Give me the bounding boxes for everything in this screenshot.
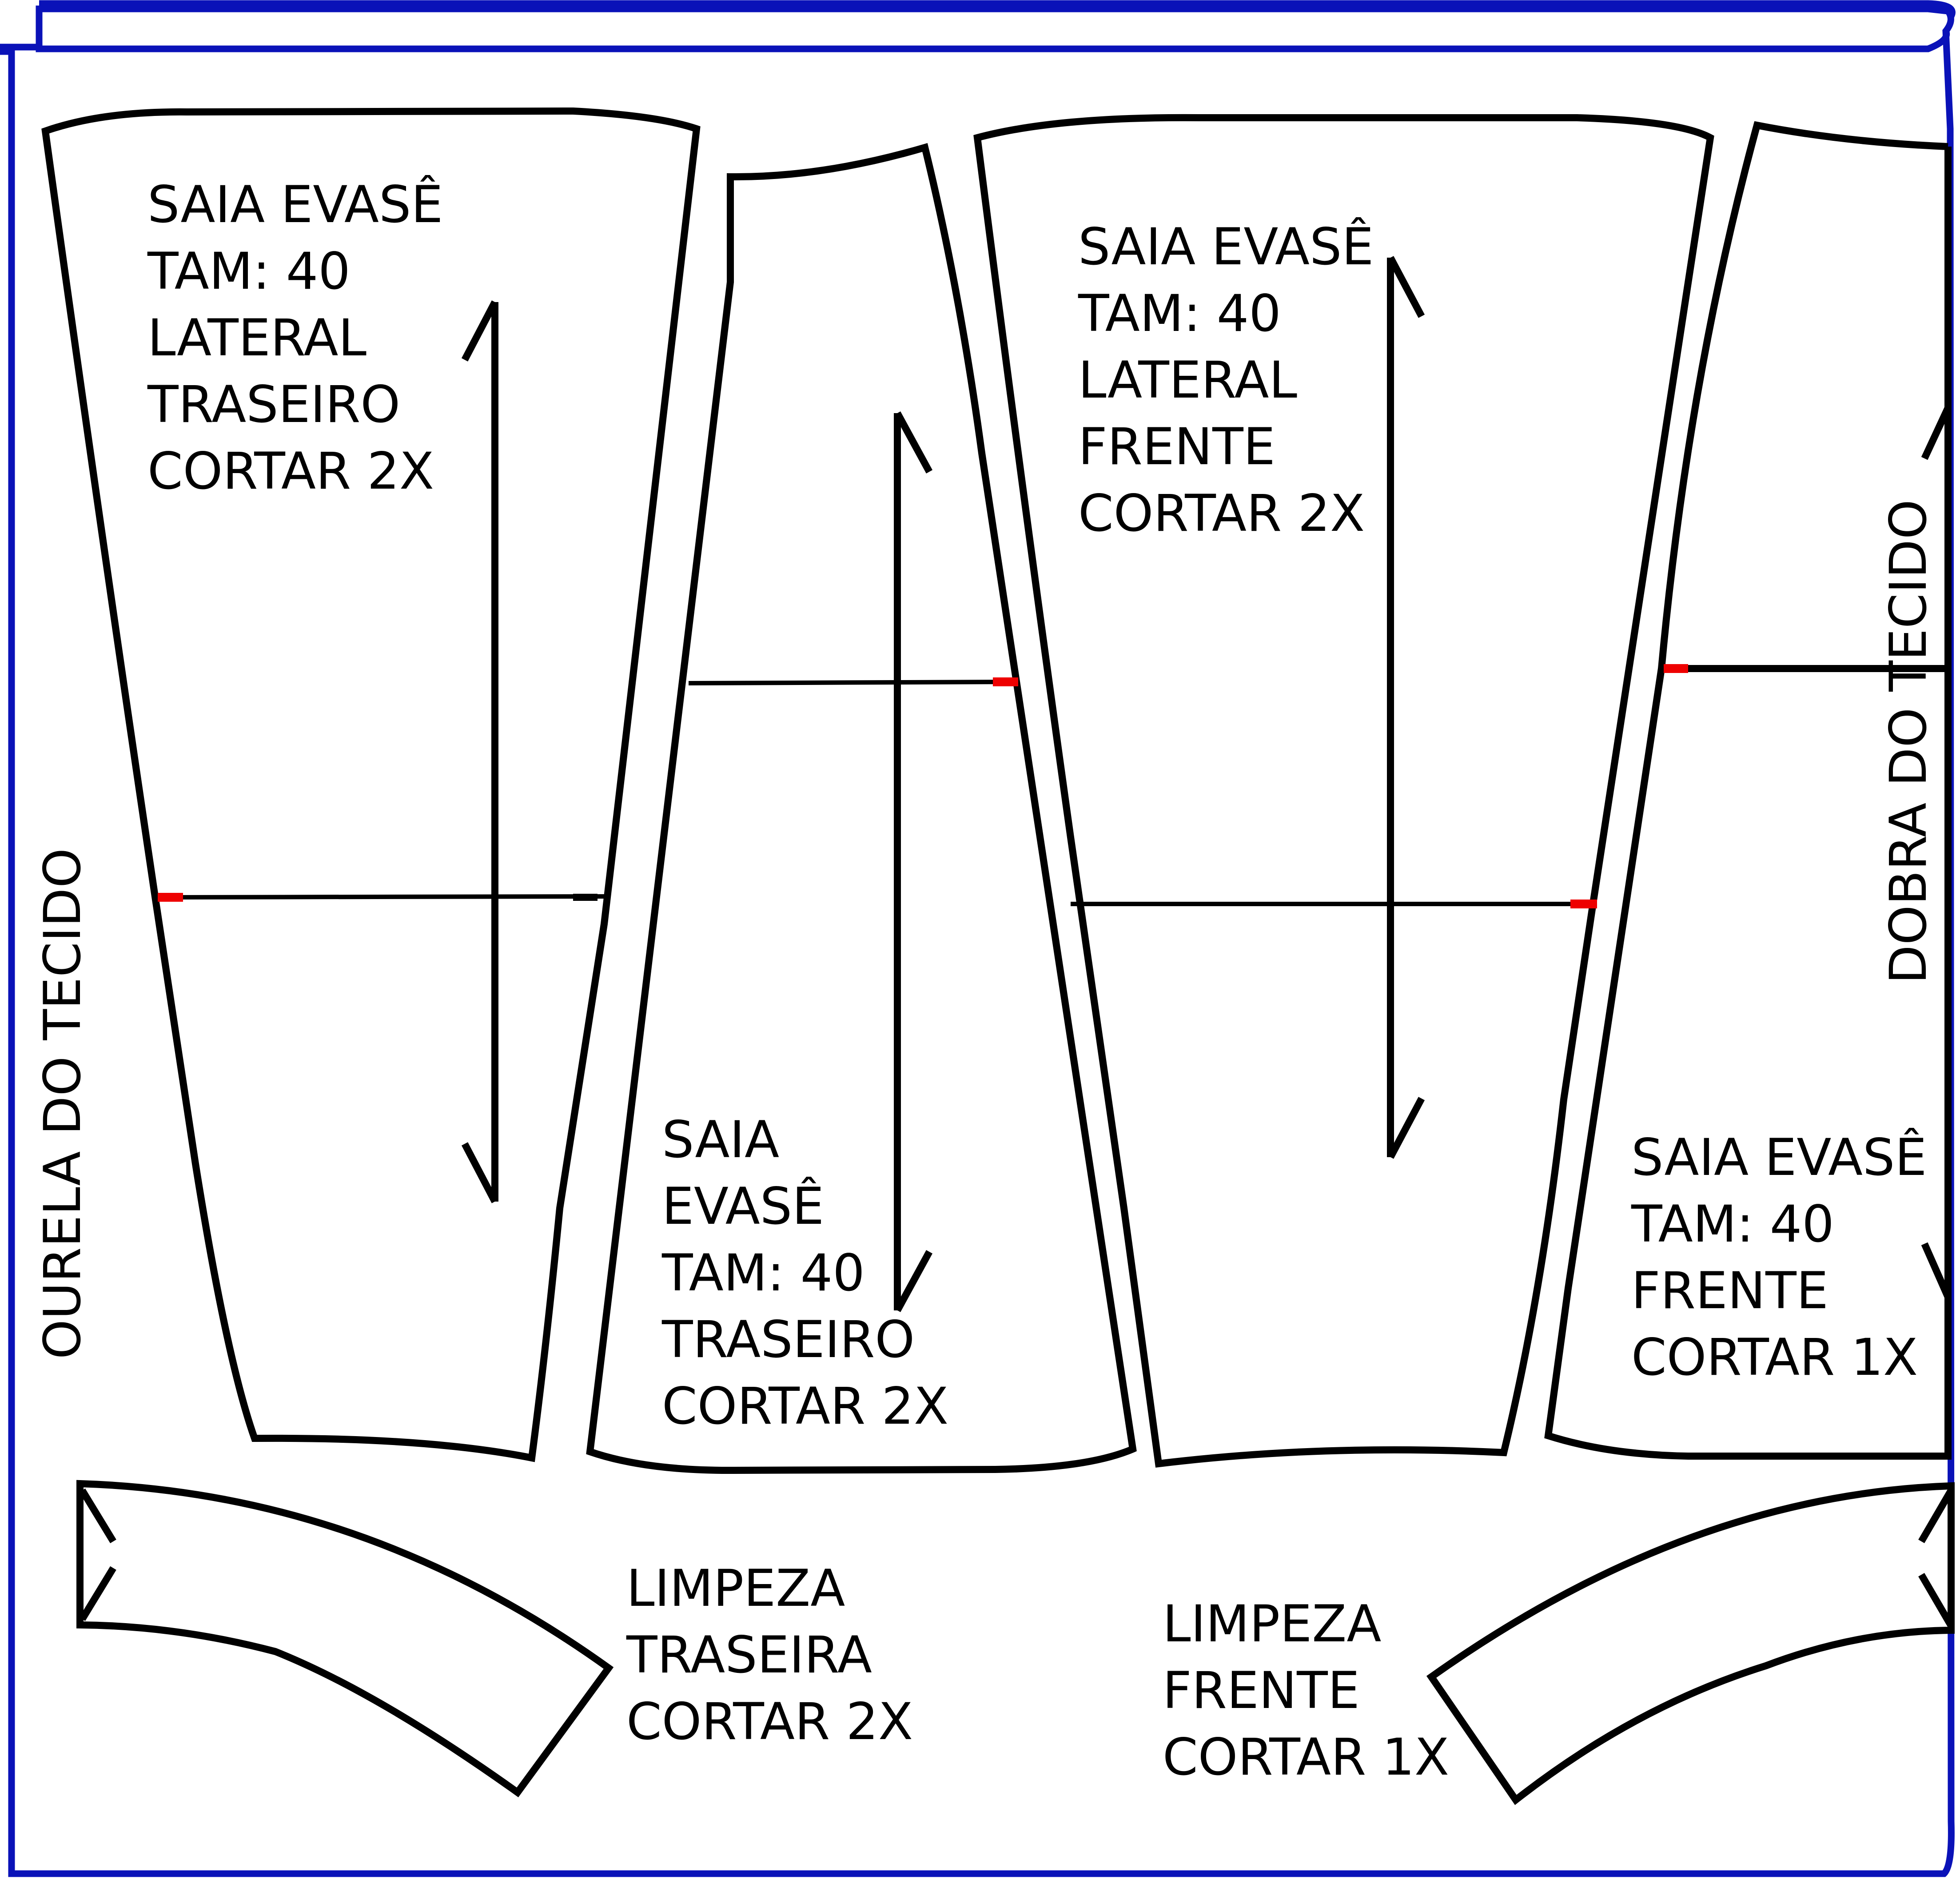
limpeza-frente-label: LIMPEZA FRENTE CORTAR 1X xyxy=(1163,1594,1449,1787)
fold-label: DOBRA DO TECIDO xyxy=(1879,499,1938,984)
lateral-traseiro-label: SAIA EVASÊ TAM: 40 LATERAL TRASEIRO CORT… xyxy=(147,175,459,501)
piece-lateral-traseiro xyxy=(41,107,701,1462)
lateral-traseiro-hip-line xyxy=(157,894,605,900)
frente-grainline-arrow xyxy=(1921,406,1952,1299)
limpeza-frente-grainline xyxy=(1918,1486,1955,1630)
selvage-label: OURELA DO TECIDO xyxy=(33,848,92,1359)
limpeza-frente-outline xyxy=(1426,1482,1955,1805)
lateral-traseiro-grainline-arrow xyxy=(461,300,498,1203)
lateral-frente-grainline-arrow xyxy=(1387,256,1425,1159)
fabric-border xyxy=(0,5,1955,1877)
limpeza-traseira-label: LIMPEZA TRASEIRA CORTAR 2X xyxy=(626,1559,913,1751)
lateral-traseiro-outline xyxy=(41,107,701,1462)
piece-frente xyxy=(1544,121,1952,1460)
limpeza-traseira-outline xyxy=(76,1480,614,1798)
limpeza-traseira-grainline xyxy=(79,1488,116,1621)
lateral-frente-label: SAIA EVASÊ TAM: 40 LATERAL FRENTE CORTAR… xyxy=(1078,217,1390,543)
piece-lateral-frente xyxy=(973,114,1714,1468)
piece-limpeza-traseira xyxy=(76,1480,614,1798)
piece-traseiro xyxy=(586,143,1137,1474)
traseiro-outline xyxy=(586,143,1137,1474)
frente-label: SAIA EVASÊ TAM: 40 FRENTE CORTAR 1X xyxy=(1631,1128,1943,1387)
traseiro-label: SAIA EVASÊ TAM: 40 TRASEIRO CORTAR 2X xyxy=(661,1110,948,1436)
piece-limpeza-frente xyxy=(1426,1482,1955,1805)
lateral-frente-outline xyxy=(973,114,1714,1468)
traseiro-hip-line xyxy=(688,680,1018,685)
frente-outline xyxy=(1544,121,1952,1460)
fabric-top-fold xyxy=(39,0,1956,20)
traseiro-grainline-arrow xyxy=(894,411,933,1312)
